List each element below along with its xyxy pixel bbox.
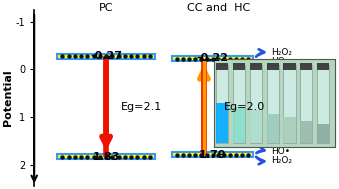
Point [66, 155, 71, 158]
Point [239, 57, 244, 60]
Point [210, 57, 215, 60]
Point [221, 57, 227, 60]
Point [227, 57, 233, 60]
Text: PC: PC [99, 3, 113, 13]
Point [78, 155, 84, 158]
Point [175, 153, 180, 156]
Point [116, 55, 121, 58]
Text: H₂O₂: H₂O₂ [272, 156, 293, 165]
Point [91, 155, 96, 158]
Point [122, 155, 127, 158]
Point [245, 57, 250, 60]
Point [60, 55, 65, 58]
Point [245, 153, 250, 156]
Text: HO•: HO• [272, 57, 291, 66]
Point [85, 55, 90, 58]
Point [204, 153, 210, 156]
Point [91, 55, 96, 58]
Text: -0.22: -0.22 [197, 53, 228, 63]
Point [116, 155, 121, 158]
Point [198, 153, 203, 156]
Point [60, 155, 65, 158]
FancyBboxPatch shape [172, 152, 253, 157]
Text: Eg=2.0: Eg=2.0 [224, 101, 265, 112]
Point [128, 155, 134, 158]
Point [216, 57, 221, 60]
Point [147, 55, 153, 58]
Point [135, 55, 140, 58]
Point [227, 153, 233, 156]
Text: H₂O₂: H₂O₂ [272, 48, 293, 57]
Point [66, 55, 71, 58]
Point [192, 57, 198, 60]
Point [135, 155, 140, 158]
Point [175, 57, 180, 60]
Text: 1.79: 1.79 [199, 150, 226, 160]
Point [128, 55, 134, 58]
Point [109, 55, 115, 58]
Point [103, 55, 109, 58]
Point [239, 153, 244, 156]
Text: HO•: HO• [272, 147, 291, 156]
Point [122, 55, 127, 58]
Point [233, 153, 239, 156]
Point [198, 57, 203, 60]
Y-axis label: Potential: Potential [3, 70, 13, 126]
Text: 1.83: 1.83 [93, 152, 120, 162]
Text: Eg=2.1: Eg=2.1 [120, 101, 162, 112]
FancyBboxPatch shape [57, 154, 155, 159]
Point [204, 57, 210, 60]
Text: CC and  HC: CC and HC [187, 3, 250, 13]
Point [78, 55, 84, 58]
Point [85, 155, 90, 158]
FancyBboxPatch shape [57, 54, 155, 59]
Point [181, 57, 186, 60]
Point [210, 153, 215, 156]
Point [103, 155, 109, 158]
Point [186, 153, 192, 156]
Point [186, 57, 192, 60]
Point [233, 57, 239, 60]
Point [147, 155, 153, 158]
Point [221, 153, 227, 156]
Point [141, 155, 146, 158]
Point [216, 153, 221, 156]
Point [72, 155, 78, 158]
Point [192, 153, 198, 156]
Point [141, 55, 146, 58]
Point [109, 155, 115, 158]
Point [97, 55, 103, 58]
Text: -0.27: -0.27 [90, 51, 122, 61]
Point [97, 155, 103, 158]
Point [181, 153, 186, 156]
FancyBboxPatch shape [172, 56, 253, 61]
Point [72, 55, 78, 58]
